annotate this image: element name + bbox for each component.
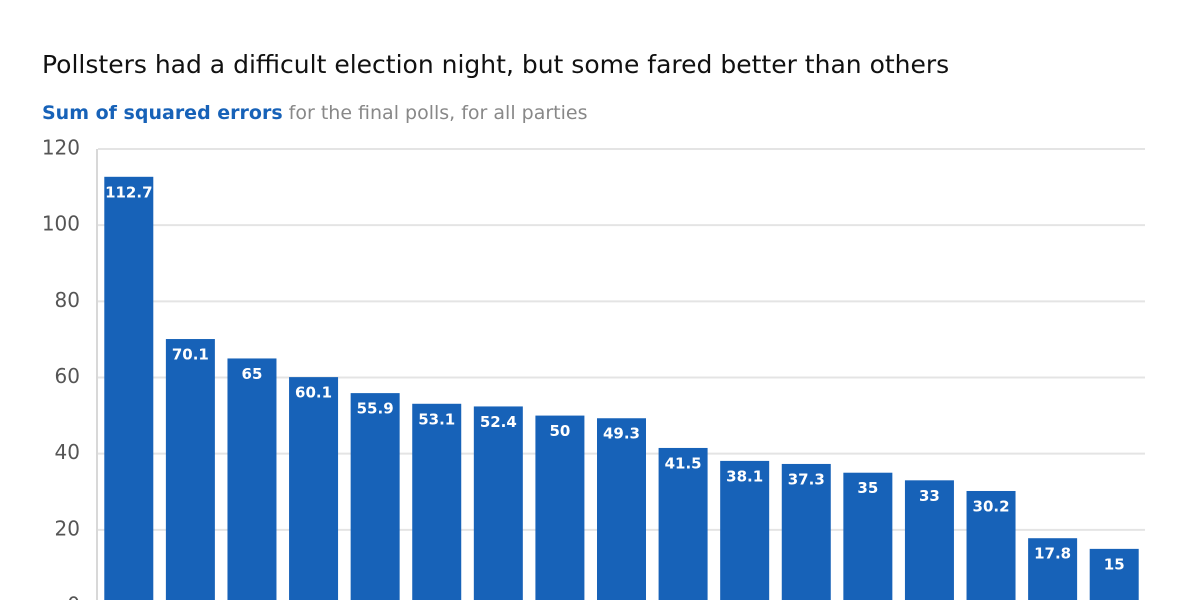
value-label: 17.8 <box>1034 545 1071 563</box>
subtitle-highlight: Sum of squared errors <box>42 102 283 124</box>
y-tick-label: 100 <box>42 212 80 236</box>
value-label: 50 <box>549 422 570 440</box>
value-label: 112.7 <box>105 183 152 201</box>
bar <box>720 460 770 600</box>
bar <box>350 393 400 600</box>
value-label: 55.9 <box>357 400 394 418</box>
value-label: 70.1 <box>172 346 209 364</box>
value-label: 53.1 <box>418 410 455 428</box>
bar <box>966 490 1016 600</box>
bar <box>781 463 831 600</box>
subtitle-text: for the final polls, for all parties <box>289 102 588 124</box>
y-tick-label: 0 <box>67 593 80 600</box>
bar <box>597 418 646 600</box>
bar <box>104 176 154 600</box>
bar <box>412 403 462 600</box>
bar <box>535 415 585 600</box>
bar <box>1089 548 1139 600</box>
chart-title: Pollsters had a difficult election night… <box>42 50 949 79</box>
bar <box>227 358 277 600</box>
value-label: 65 <box>242 365 263 383</box>
value-label: 52.4 <box>480 413 517 431</box>
value-label: 15 <box>1104 555 1125 573</box>
value-label: 33 <box>919 487 940 505</box>
y-tick-label: 80 <box>55 288 80 312</box>
bar <box>1028 538 1078 600</box>
chart-subtitle: Sum of squared errors for the final polls… <box>42 102 587 124</box>
bar <box>658 447 708 600</box>
value-label: 41.5 <box>665 454 702 472</box>
bar <box>473 406 523 600</box>
value-label: 60.1 <box>295 384 332 402</box>
y-tick-label: 40 <box>55 440 80 464</box>
y-tick-label: 120 <box>42 136 80 160</box>
y-tick-label: 60 <box>55 364 80 388</box>
bar <box>904 480 954 600</box>
value-label: 37.3 <box>788 470 825 488</box>
value-label: 49.3 <box>603 425 640 443</box>
bar <box>165 339 215 600</box>
value-label: 38.1 <box>726 467 763 485</box>
value-label: 35 <box>857 479 878 497</box>
bar <box>289 377 339 600</box>
bar <box>843 472 893 600</box>
y-tick-label: 20 <box>55 516 80 540</box>
value-label: 30.2 <box>973 497 1010 515</box>
